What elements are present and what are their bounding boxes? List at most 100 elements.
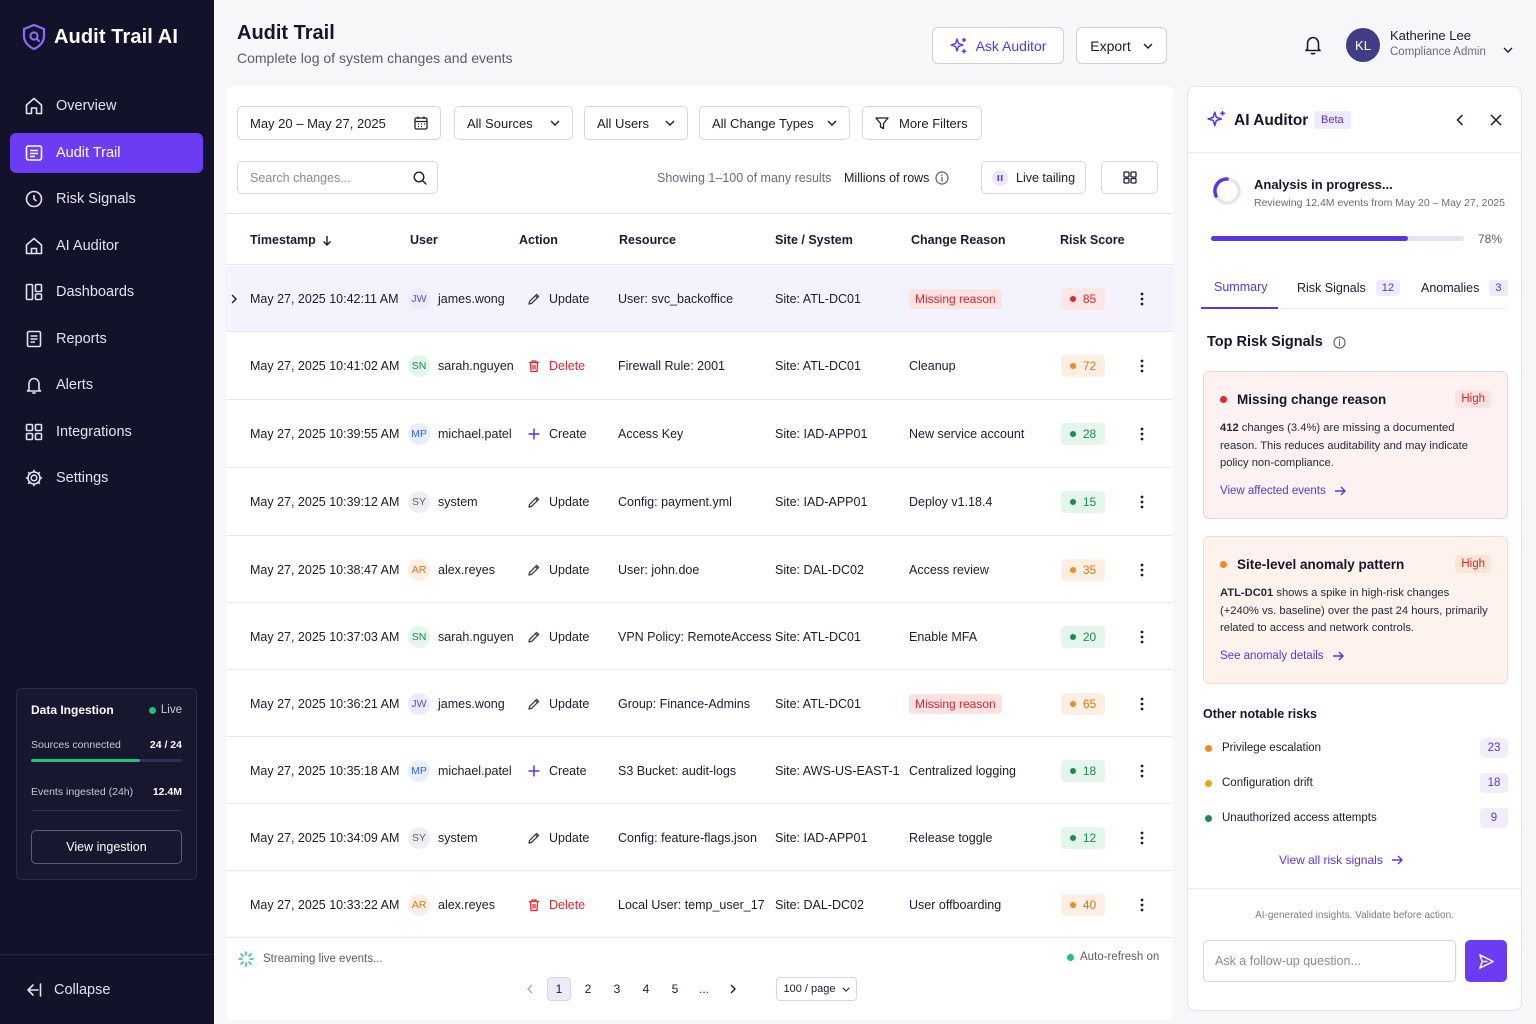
notifications-button[interactable] xyxy=(1303,34,1323,61)
column-site[interactable]: Site / System xyxy=(775,233,853,247)
row-resource[interactable]: Access Key xyxy=(618,427,684,441)
ask-auditor-button[interactable]: Ask Auditor xyxy=(932,27,1064,64)
tab-risk-signals[interactable]: Risk Signals 12 xyxy=(1297,280,1401,296)
table-row[interactable]: May 27, 2025 10:35:18 AM MP michael.patel C… xyxy=(226,737,1173,804)
table-row[interactable]: May 27, 2025 10:41:02 AM SN sarah.nguyen De… xyxy=(226,332,1173,400)
table-row[interactable]: May 27, 2025 10:36:21 AM JW james.wong Upda… xyxy=(226,670,1173,737)
next-page-button[interactable] xyxy=(721,977,745,1001)
auto-refresh-status[interactable]: Auto-refresh on xyxy=(1067,951,1159,963)
send-button[interactable] xyxy=(1465,940,1507,982)
search-icon[interactable] xyxy=(413,170,427,185)
row-user[interactable]: AR alex.reyes xyxy=(408,894,495,916)
per-page-select[interactable]: 100 / page xyxy=(776,977,857,1001)
column-change-reason[interactable]: Change Reason xyxy=(911,233,1006,247)
row-resource[interactable]: User: john.doe xyxy=(618,563,700,577)
column-settings-button[interactable] xyxy=(1101,161,1158,194)
sidebar-item-overview[interactable]: Overview xyxy=(10,86,203,126)
table-row[interactable]: May 27, 2025 10:42:11 AM JW james.wong Upda… xyxy=(226,266,1173,332)
sidebar-item-reports[interactable]: Reports xyxy=(10,319,203,359)
table-row[interactable]: May 27, 2025 10:33:22 AM AR alex.reyes Dele… xyxy=(226,871,1173,938)
user-avatar[interactable]: KL xyxy=(1346,28,1380,62)
row-resource[interactable]: Local User: temp_user_17 xyxy=(618,898,765,912)
row-user[interactable]: AR alex.reyes xyxy=(408,559,495,581)
live-tailing-toggle[interactable]: Live tailing xyxy=(981,161,1086,194)
page-5-button[interactable]: 5 xyxy=(671,982,679,996)
sidebar-item-alerts[interactable]: Alerts xyxy=(10,365,203,405)
sidebar-item-settings[interactable]: Settings xyxy=(10,458,203,498)
row-user[interactable]: SY system xyxy=(408,491,478,513)
row-expand-chevron-icon[interactable] xyxy=(231,293,237,307)
sidebar-item-ai-auditor[interactable]: AI Auditor xyxy=(10,226,203,266)
users-filter[interactable]: All Users xyxy=(584,106,688,140)
sidebar-item-risk-signals[interactable]: Risk Signals xyxy=(10,179,203,219)
view-all-risk-signals-link[interactable]: View all risk signals xyxy=(1279,853,1403,867)
view-affected-events-link[interactable]: View affected events xyxy=(1220,485,1491,497)
row-menu-icon[interactable] xyxy=(1140,563,1144,580)
user-menu-chevron[interactable] xyxy=(1503,40,1513,58)
row-resource[interactable]: VPN Policy: RemoteAccess xyxy=(618,630,772,644)
sources-filter[interactable]: All Sources xyxy=(454,106,573,140)
severity-badge: High xyxy=(1455,555,1491,573)
row-resource[interactable]: Firewall Rule: 2001 xyxy=(618,359,725,373)
row-user[interactable]: MP michael.patel xyxy=(408,760,512,782)
page-3-button[interactable]: 3 xyxy=(613,982,621,996)
table-row[interactable]: May 27, 2025 10:39:55 AM MP michael.patel C… xyxy=(226,400,1173,468)
row-menu-icon[interactable] xyxy=(1140,764,1144,781)
view-ingestion-button[interactable]: View ingestion xyxy=(31,830,182,864)
row-menu-icon[interactable] xyxy=(1140,831,1144,848)
row-resource[interactable]: S3 Bucket: audit-logs xyxy=(618,764,737,778)
table-row[interactable]: May 27, 2025 10:39:12 AM SY system Update Co… xyxy=(226,468,1173,536)
user-name[interactable]: Katherine Lee xyxy=(1390,28,1471,43)
row-resource[interactable]: User: svc_backoffice xyxy=(618,292,734,306)
row-user[interactable]: SY system xyxy=(408,827,478,849)
column-action[interactable]: Action xyxy=(519,233,558,247)
row-resource[interactable]: Config: feature-flags.json xyxy=(618,831,757,845)
table-row[interactable]: May 27, 2025 10:34:09 AM SY system Update Co… xyxy=(226,804,1173,871)
table-row[interactable]: May 27, 2025 10:38:47 AM AR alex.reyes Upda… xyxy=(226,536,1173,603)
search-input[interactable] xyxy=(250,170,405,185)
column-user[interactable]: User xyxy=(410,233,438,247)
row-user[interactable]: SN sarah.nguyen xyxy=(408,355,514,377)
prev-page-button[interactable] xyxy=(518,977,542,1001)
tab-summary[interactable]: Summary xyxy=(1214,280,1267,294)
chevron-left-icon[interactable] xyxy=(1456,114,1464,126)
row-user[interactable]: MP michael.patel xyxy=(408,423,512,445)
row-menu-icon[interactable] xyxy=(1140,495,1144,512)
row-menu-icon[interactable] xyxy=(1140,427,1144,444)
row-resource[interactable]: Group: Finance-Admins xyxy=(618,697,751,711)
see-anomaly-details-link[interactable]: See anomaly details xyxy=(1220,650,1491,662)
column-resource[interactable]: Resource xyxy=(619,233,676,247)
column-risk-score[interactable]: Risk Score xyxy=(1060,233,1125,247)
sidebar-item-dashboards[interactable]: Dashboards xyxy=(10,272,203,312)
more-filters-button[interactable]: More Filters xyxy=(862,106,982,140)
row-menu-icon[interactable] xyxy=(1140,898,1144,915)
sidebar-item-integrations[interactable]: Integrations xyxy=(10,412,203,452)
export-button[interactable]: Export xyxy=(1076,27,1167,64)
brand[interactable]: Audit Trail AI xyxy=(22,24,178,50)
close-icon[interactable] xyxy=(1490,114,1502,126)
change-types-filter[interactable]: All Change Types xyxy=(699,106,850,140)
table-row[interactable]: May 27, 2025 10:37:03 AM SN sarah.nguyen Up… xyxy=(226,603,1173,670)
row-user[interactable]: JW james.wong xyxy=(408,693,505,715)
info-icon[interactable] xyxy=(1333,335,1346,349)
info-icon[interactable] xyxy=(935,171,950,185)
tab-anomalies[interactable]: Anomalies 3 xyxy=(1421,280,1508,296)
page-4-button[interactable]: 4 xyxy=(642,982,650,996)
row-user[interactable]: JW james.wong xyxy=(408,288,505,310)
row-menu-icon[interactable] xyxy=(1140,292,1144,309)
other-risk-item[interactable]: Unauthorized access attempts 9 xyxy=(1203,807,1508,829)
row-menu-icon[interactable] xyxy=(1140,359,1144,376)
other-risk-item[interactable]: Privilege escalation 23 xyxy=(1203,737,1508,759)
collapse-button[interactable]: Collapse xyxy=(0,954,214,1024)
row-resource[interactable]: Config: payment.yml xyxy=(618,495,732,509)
other-risk-item[interactable]: Configuration drift 18 xyxy=(1203,772,1508,794)
date-range-picker[interactable]: May 20 – May 27, 2025 xyxy=(237,106,441,140)
row-menu-icon[interactable] xyxy=(1140,697,1144,714)
sidebar-item-audit-trail[interactable]: Audit Trail xyxy=(10,132,203,173)
page-1-button[interactable]: 1 xyxy=(547,977,571,1001)
row-user[interactable]: SN sarah.nguyen xyxy=(408,626,514,648)
row-menu-icon[interactable] xyxy=(1140,630,1144,647)
page-2-button[interactable]: 2 xyxy=(584,982,592,996)
column-timestamp[interactable]: Timestamp xyxy=(250,233,332,247)
follow-up-input[interactable] xyxy=(1203,940,1456,982)
